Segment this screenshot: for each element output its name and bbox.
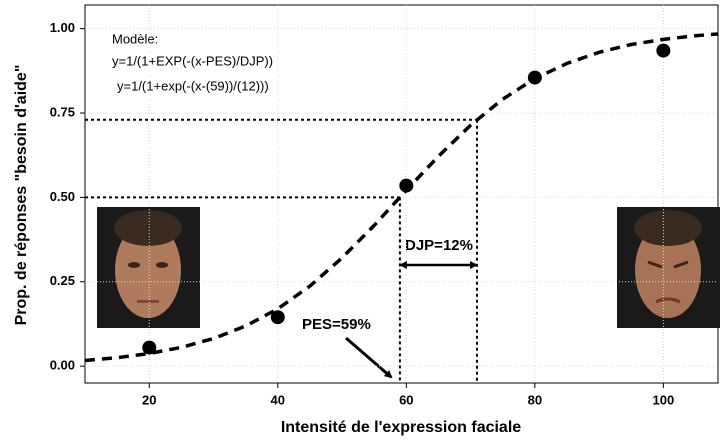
model-line: y=1/(1+EXP(-(x-PES)/DJP)): [112, 53, 273, 68]
model-line: y=1/(1+exp(-(x-(59))/(12))): [117, 78, 269, 93]
x-axis-label: Intensité de l'expression faciale: [281, 419, 521, 436]
data-point: [270, 310, 285, 325]
x-tick-label: 40: [271, 392, 285, 407]
x-tick-label: 80: [528, 392, 542, 407]
x-tick-label: 100: [653, 392, 675, 407]
y-tick-label: 0.75: [50, 104, 75, 119]
y-tick-label: 0.00: [50, 358, 75, 373]
face-left: [97, 207, 200, 328]
y-tick-label: 0.50: [50, 189, 75, 204]
pes-arrow: [345, 336, 393, 379]
data-point: [142, 340, 157, 355]
model-line: Modèle:: [112, 31, 158, 46]
pes-label: PES=59%: [302, 316, 371, 333]
data-point: [399, 178, 414, 193]
x-tick-label: 60: [399, 392, 413, 407]
face-right: [617, 207, 720, 328]
data-point: [656, 43, 671, 58]
y-axis-label: Prop. de réponses "besoin d'aide": [13, 65, 30, 326]
y-tick-label: 1.00: [50, 20, 75, 35]
plot-frame: [84, 4, 719, 384]
y-tick-label: 0.25: [50, 273, 75, 288]
x-tick-label: 20: [142, 392, 156, 407]
djp-label: DJP=12%: [405, 237, 473, 254]
data-point: [527, 70, 542, 85]
